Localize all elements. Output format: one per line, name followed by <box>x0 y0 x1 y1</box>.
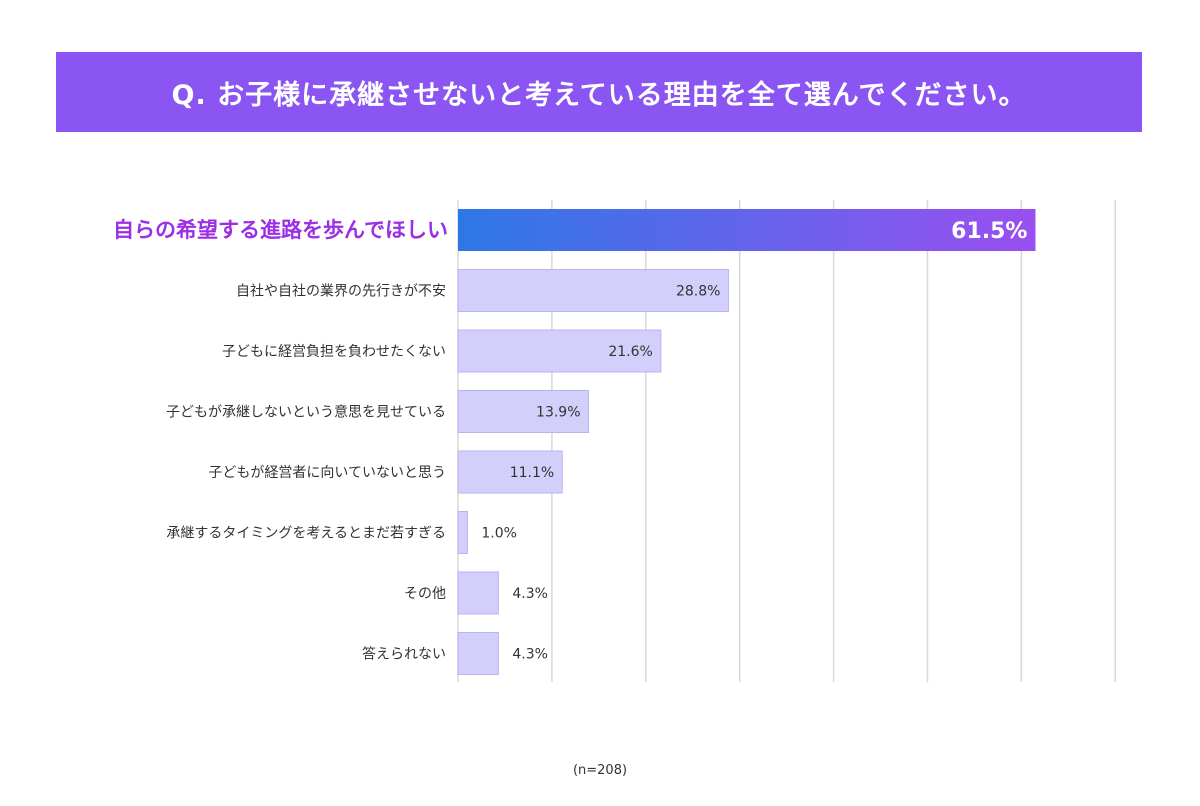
data-label: 4.3% <box>512 647 548 663</box>
bar <box>457 511 468 554</box>
category-label: その他 <box>404 586 446 602</box>
category-label: 承継するタイミングを考えるとまだ若すぎる <box>166 526 446 542</box>
data-label: 28.8% <box>676 284 720 300</box>
bar <box>457 571 499 615</box>
category-labels: 自らの希望する進路を歩んでほしい自社や自社の業界の先行きが不安子どもに経営負担を… <box>113 218 448 663</box>
data-label: 21.6% <box>608 344 652 360</box>
bar <box>458 209 1036 251</box>
bar <box>457 269 729 312</box>
data-label: 11.1% <box>510 465 554 481</box>
bar <box>457 329 662 373</box>
data-label: 4.3% <box>512 586 548 602</box>
category-label: 答えられない <box>362 646 446 663</box>
grid-lines <box>457 200 1117 682</box>
category-label: 自社や自社の業界の先行きが不安 <box>236 284 446 300</box>
category-label: 子どもが経営者に向いていないと思う <box>208 465 446 481</box>
bar <box>457 632 499 675</box>
title-banner: Q. お子様に承継させないと考えている理由を全て選んでください。 <box>56 52 1142 132</box>
data-label: 61.5% <box>951 219 1027 244</box>
bar <box>457 390 590 433</box>
category-label: 子どもに経営負担を負わせたくない <box>222 344 446 360</box>
bar <box>457 450 563 494</box>
bars: 61.5% 28.8% 21.6% 13.9% 11.1% 1.0% 4.3% 4.3% <box>457 209 1036 675</box>
category-label: 自らの希望する進路を歩んでほしい <box>113 218 448 242</box>
data-label: 13.9% <box>536 405 580 421</box>
sample-size-note: (n=208) <box>572 763 628 778</box>
data-label: 1.0% <box>481 526 517 542</box>
chart-title: Q. お子様に承継させないと考えている理由を全て選んでください。 <box>171 79 1027 111</box>
category-label: 子どもが承継しないという意思を見せている <box>166 404 446 421</box>
